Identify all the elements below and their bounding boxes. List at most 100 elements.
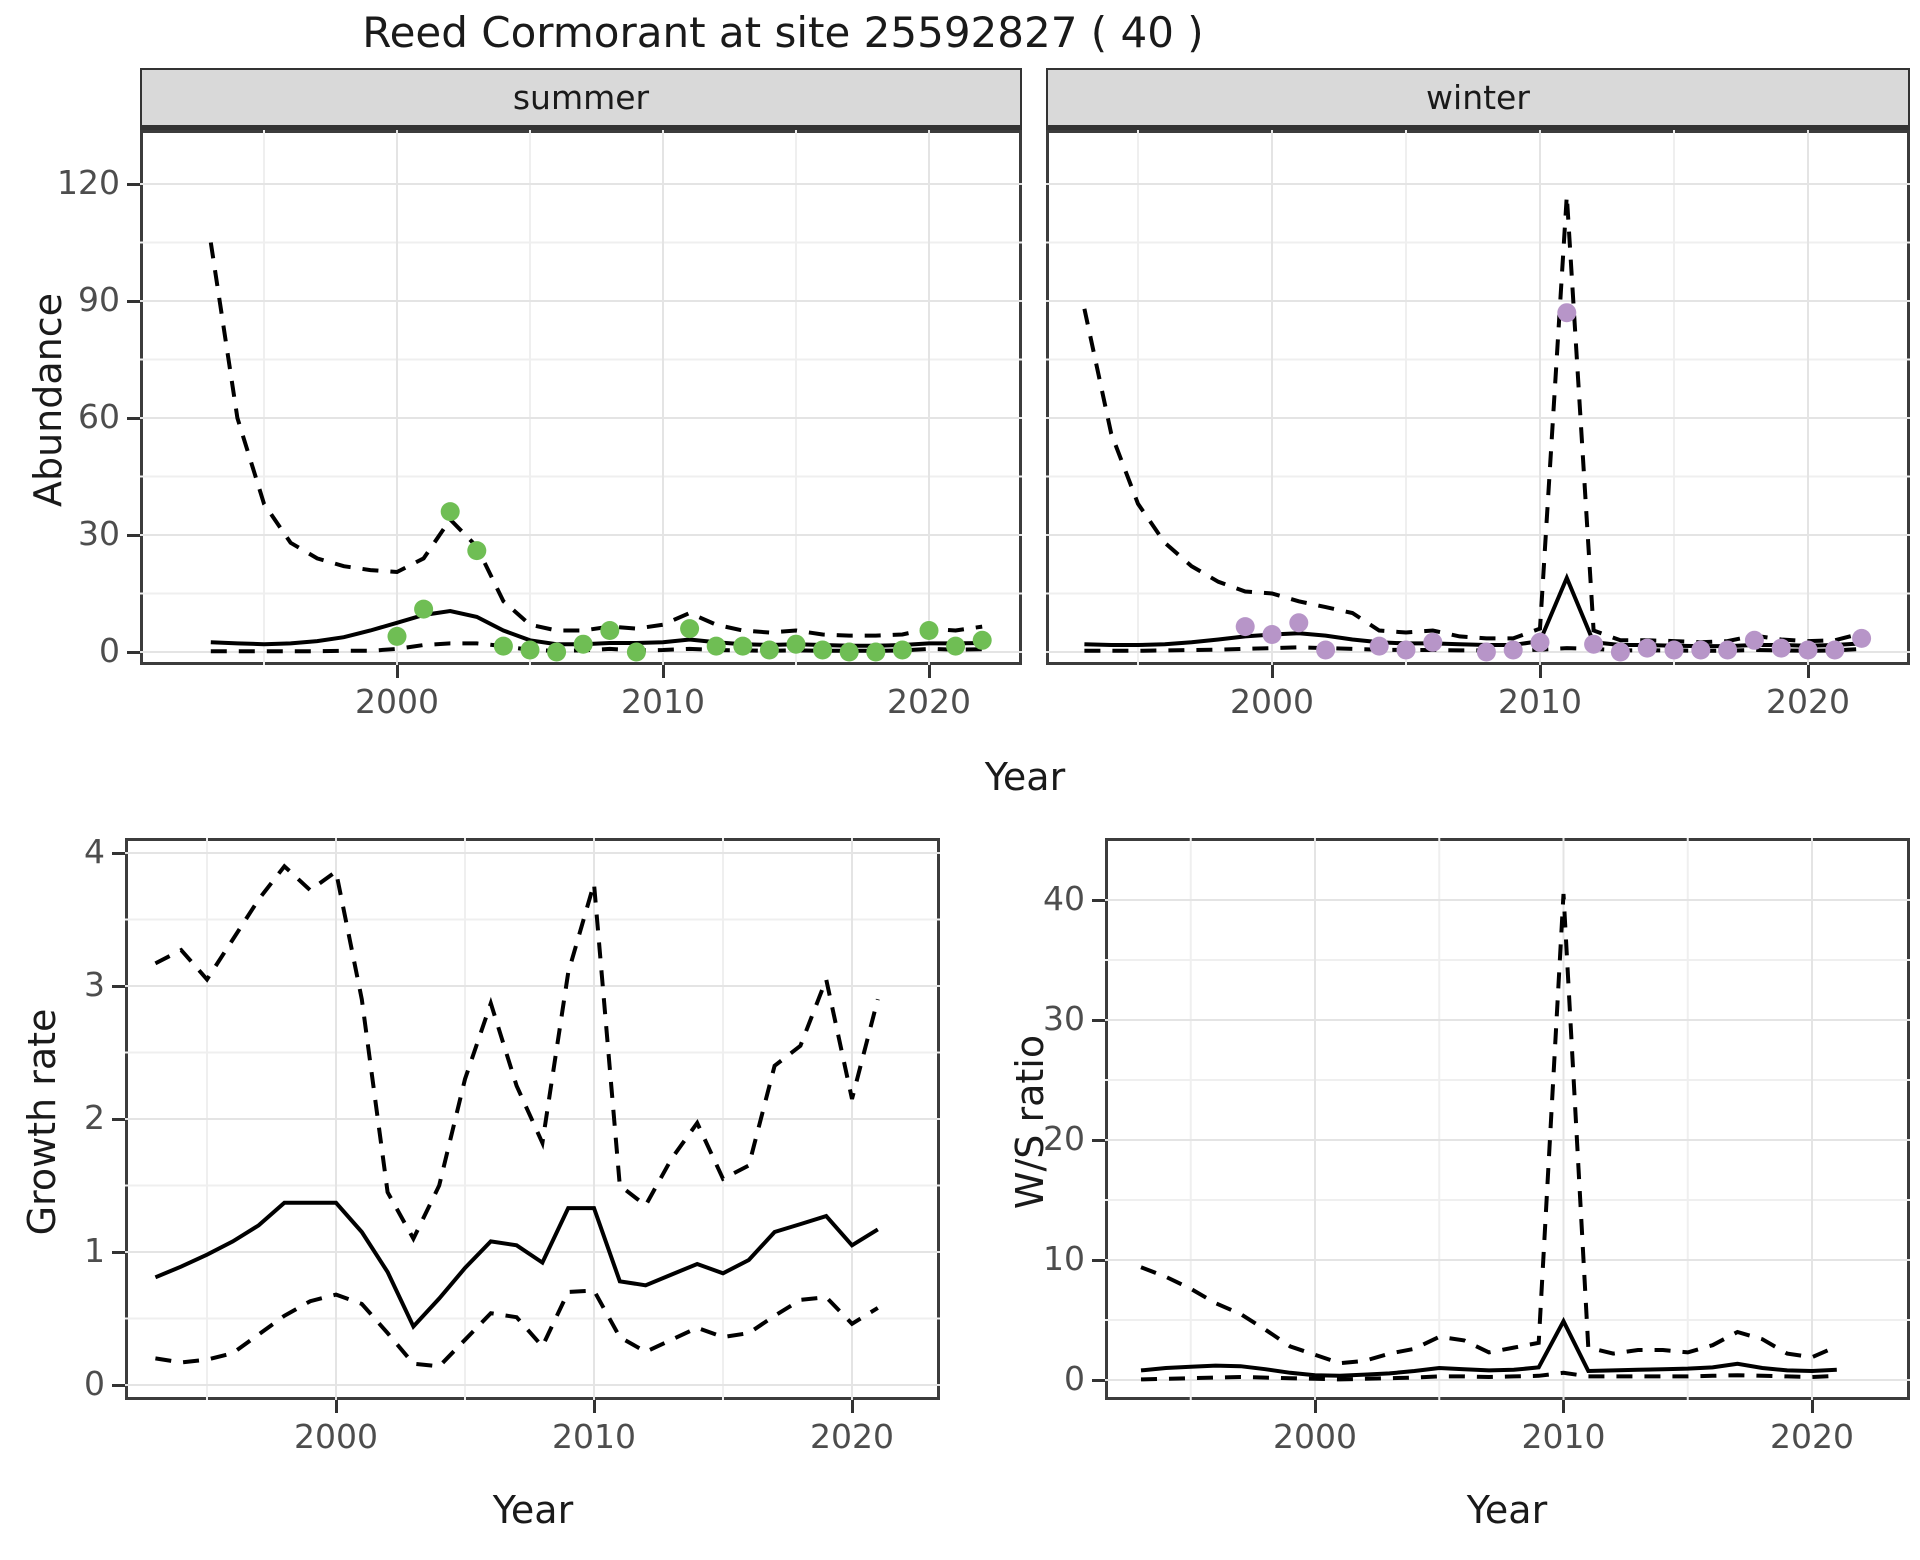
y-tick-mark [112,1250,125,1254]
abundance_winter-data-point [1557,303,1577,323]
x-tick-mark [850,1400,854,1413]
y-tick-label: 10 [1043,1238,1085,1278]
abundance_summer-data-point [680,619,700,639]
abundance_winter-fit-line [1084,572,1862,649]
x-tick-mark [334,1400,338,1413]
ws_ratio-upper_ci-line [1140,893,1838,1366]
y-tick-mark [127,182,140,186]
abundance_winter-data-point [1637,638,1657,658]
y-tick-mark [1092,1378,1105,1382]
y-tick-mark [1092,1018,1105,1022]
x-tick-mark [661,665,665,678]
x-tick-label: 2020 [810,1417,894,1456]
abundance_winter-data-point [1691,640,1711,660]
x-tick-label: 2000 [1273,1417,1357,1456]
x-tick-mark [1810,1400,1814,1413]
abundance_winter-lower_ci-line [1084,645,1862,653]
x-tick-label: 2010 [1521,1417,1606,1456]
x-tick-label: 2020 [1766,682,1850,721]
abundance_summer-data-point [467,541,487,561]
facet-label-winter: winter [1426,78,1530,117]
facet-strip-winter: winter [1046,68,1910,130]
y-tick-mark [127,533,140,537]
abundance_winter-data-point [1771,638,1791,658]
plot-area-abundance_winter [1046,130,1910,665]
abundance_summer-data-point [440,502,460,522]
y-tick-label: 30 [1043,998,1085,1038]
abundance_summer-data-point [866,642,886,662]
y-tick-label: 40 [1043,878,1085,918]
abundance_summer-data-point [733,636,753,656]
y-tick-label: 0 [99,630,120,670]
growth-rate-axis-label: Growth rate [20,1008,64,1236]
abundance_winter-data-point [1235,617,1255,637]
abundance_winter-data-point [1503,640,1523,660]
abundance_summer-data-point [547,642,567,662]
y-tick-label: 60 [78,396,120,436]
abundance_summer-data-point [493,636,513,656]
growth_rate-upper_ci-line [154,863,880,1244]
x-tick-label: 2010 [552,1417,636,1456]
ws_ratio-fit-line [1140,1316,1837,1378]
y-tick-mark [1092,1138,1105,1142]
abundance_winter-data-point [1664,640,1684,660]
abundance_winter-data-point [1718,640,1738,660]
facet-label-summer: summer [512,78,650,117]
facet-strip-summer: summer [140,68,1022,130]
abundance_winter-data-point [1798,640,1818,660]
x-tick-mark [395,665,399,678]
x-tick-mark [1313,1400,1317,1413]
y-tick-label: 2 [84,1097,105,1137]
growth_rate-lower_ci-line [155,1288,879,1369]
y-tick-mark [127,416,140,420]
x-tick-mark [1562,1400,1565,1413]
y-tick-mark [127,299,140,303]
y-tick-label: 30 [78,513,120,553]
x-tick-mark [1806,665,1810,678]
abundance_summer-data-point [520,640,540,660]
y-tick-mark [112,851,125,855]
abundance_winter-data-point [1423,632,1443,652]
y-tick-label: 0 [1064,1358,1085,1398]
y-tick-label: 3 [84,964,105,1004]
abundance_winter-data-point [1744,630,1764,650]
x-tick-label: 2020 [887,682,971,721]
abundance_winter-data-point [1852,628,1872,648]
abundance_summer-data-point [706,636,726,656]
abundance_summer-upper_ci-line [208,242,983,638]
y-tick-mark [112,984,125,988]
abundance_summer-data-point [786,634,806,654]
plot-area-abundance_summer [140,130,1022,665]
abundance_winter-data-point [1289,613,1309,633]
abundance_summer-data-point [626,642,646,662]
abundance_summer-data-point [972,630,992,650]
abundance_summer-data-point [573,634,593,654]
abundance_winter-data-point [1530,632,1550,652]
y-tick-label: 90 [78,279,120,319]
abundance_winter-data-point [1316,640,1336,660]
abundance_winter-data-point [1369,636,1389,656]
abundance_winter-data-point [1610,642,1630,662]
y-tick-mark [112,1383,125,1387]
y-tick-label: 20 [1043,1118,1085,1158]
abundance-axis-label: Abundance [26,292,70,508]
abundance_winter-data-point [1584,634,1604,654]
growth_rate-fit-line [154,1200,879,1331]
plot-area-growth_rate [125,838,940,1400]
y-tick-mark [127,650,140,654]
chart-title: Reed Cormorant at site 25592827 ( 40 ) [362,8,1204,57]
abundance_summer-data-point [946,636,966,656]
x-tick-label: 2000 [1230,682,1314,721]
x-tick-mark [1538,665,1542,678]
y-tick-label: 4 [84,831,105,871]
abundance_summer-data-point [839,642,859,662]
x-tick-label: 2000 [355,682,439,721]
ws-year-axis-label: Year [1466,1488,1548,1532]
y-tick-label: 1 [84,1230,105,1270]
ws_ratio-lower_ci-line [1140,1370,1837,1382]
x-tick-label: 2020 [1770,1417,1854,1456]
abundance_summer-data-point [387,626,407,646]
abundance_summer-data-point [759,640,779,660]
y-tick-mark [1092,898,1105,902]
